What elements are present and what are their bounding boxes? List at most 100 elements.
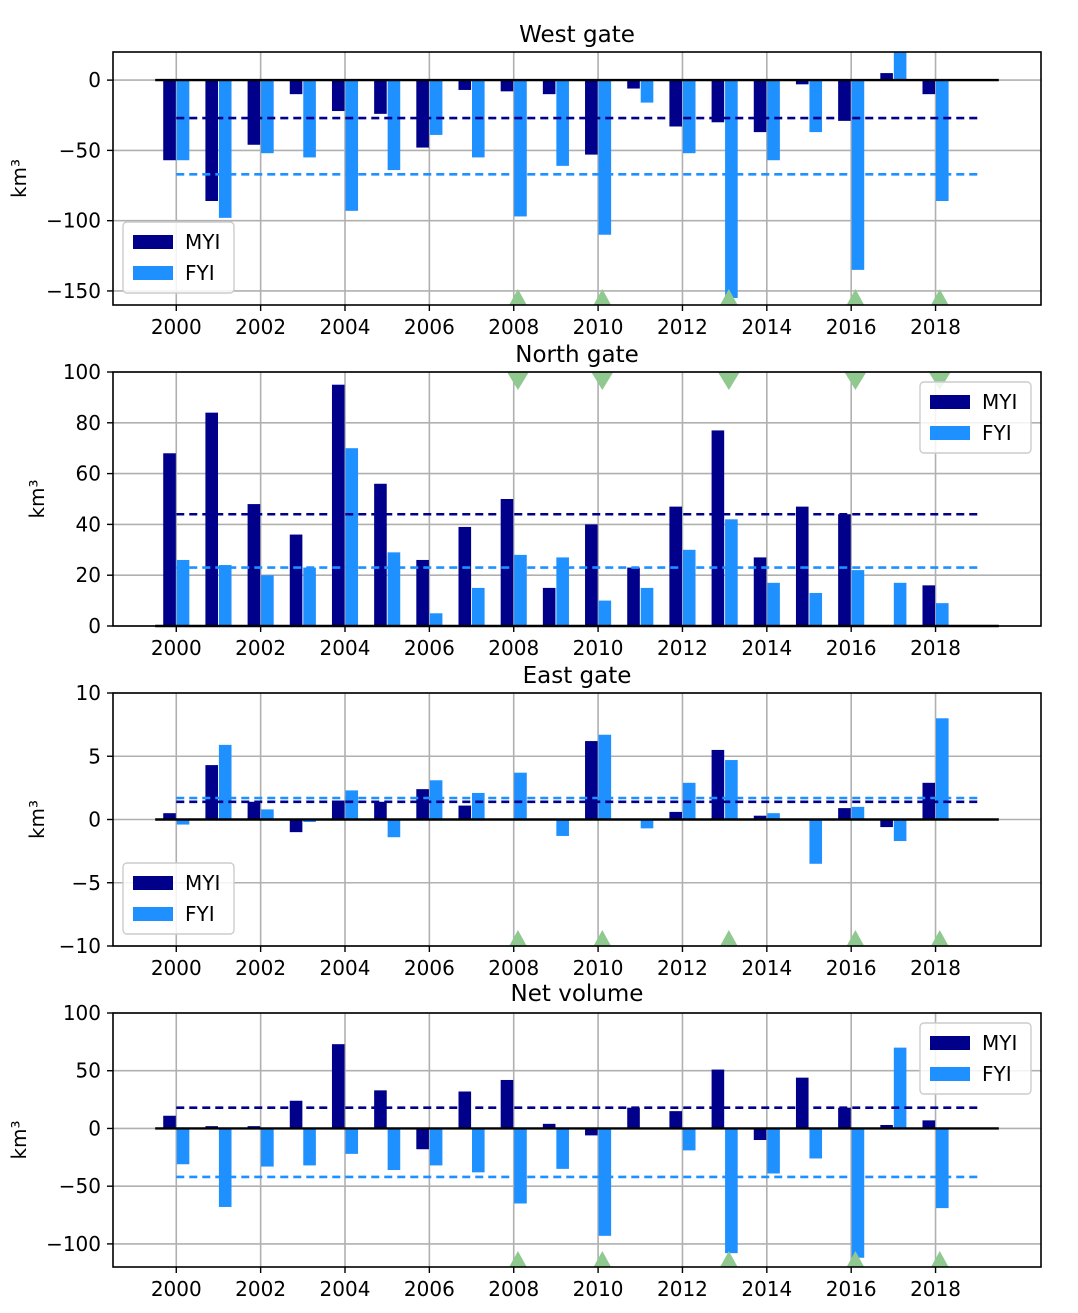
bars — [163, 384, 949, 626]
bar-fyi-2014 — [767, 582, 780, 626]
legend-label-fyi: FYI — [982, 1062, 1012, 1086]
bar-myi-2004 — [331, 80, 345, 112]
legend-label-fyi: FYI — [185, 902, 215, 926]
bar-fyi-2005 — [387, 819, 401, 838]
bar-fyi-2004 — [345, 80, 359, 211]
y-tick-label: 5 — [88, 744, 101, 768]
bar-myi-2010 — [585, 524, 598, 626]
chart-title: West gate — [519, 22, 635, 48]
bar-fyi-2004 — [345, 1128, 359, 1154]
bar-myi-2000 — [163, 813, 176, 820]
event-marker-triangle — [506, 372, 529, 390]
bar-fyi-2003 — [303, 819, 316, 823]
bar-myi-2016 — [838, 80, 851, 121]
x-tick-label: 2010 — [573, 1277, 624, 1301]
x-tick-label: 2012 — [657, 956, 708, 980]
x-tick-label: 2016 — [826, 956, 877, 980]
bar-myi-2005 — [374, 80, 387, 114]
x-tick-label: 2006 — [404, 315, 455, 339]
bar-fyi-2018 — [935, 603, 949, 626]
bars — [163, 1044, 949, 1258]
event-marker-triangle — [591, 372, 614, 390]
y-tick-label: 0 — [88, 1116, 101, 1140]
bar-myi-2013 — [711, 749, 725, 820]
bar-myi-2009 — [542, 1123, 556, 1129]
bar-myi-2004 — [331, 1044, 345, 1129]
y-axis-label: km³ — [7, 1120, 31, 1159]
y-tick-label: −50 — [59, 1174, 101, 1198]
event-marker-triangle — [928, 372, 951, 390]
bar-myi-2006 — [416, 789, 429, 820]
bar-myi-2001 — [205, 765, 219, 820]
bar-myi-2007 — [458, 1091, 472, 1129]
legend: MYI FYI — [919, 381, 1032, 454]
legend-swatch-myi — [930, 395, 970, 409]
bar-myi-2016 — [838, 808, 851, 820]
event-marker-triangle — [509, 1251, 527, 1267]
bar-myi-2018 — [922, 1120, 936, 1129]
bar-fyi-2008 — [514, 80, 527, 217]
y-tick-label: −100 — [46, 1232, 101, 1256]
y-axis-label: km³ — [25, 479, 49, 518]
bar-fyi-2005 — [387, 1128, 401, 1171]
chart-title: North gate — [515, 342, 639, 368]
bar-fyi-2007 — [471, 1128, 485, 1173]
bar-fyi-2000 — [176, 1128, 190, 1165]
event-marker-triangle — [846, 930, 865, 946]
bar-fyi-2006 — [429, 80, 443, 135]
bar-fyi-2011 — [640, 80, 654, 103]
bar-fyi-2000 — [176, 559, 190, 626]
legend-swatch-fyi — [930, 426, 970, 440]
bar-fyi-2014 — [767, 80, 780, 161]
bar-myi-2002 — [247, 801, 261, 820]
bar-fyi-2008 — [514, 1128, 527, 1204]
bar-myi-2016 — [838, 1107, 851, 1129]
bar-myi-2012 — [669, 80, 683, 127]
bar-myi-2012 — [669, 1111, 683, 1129]
bar-fyi-2015 — [809, 1128, 823, 1159]
bar-fyi-2002 — [261, 575, 274, 626]
event-marker-triangle — [930, 289, 949, 305]
event-marker-triangle — [720, 1251, 738, 1267]
bar-myi-2010 — [585, 80, 598, 155]
y-tick-label: 40 — [76, 512, 101, 536]
bar-fyi-2001 — [218, 744, 232, 820]
bars — [163, 52, 949, 298]
bar-fyi-2010 — [598, 1128, 612, 1236]
legend-swatch-fyi — [930, 1067, 970, 1081]
legend: MYI FYI — [919, 1022, 1032, 1095]
chart-panel-3: 2000 2002 2004 2006 2008 2010 2012 2014 2016 2018… — [7, 981, 1042, 1301]
x-tick-label: 2008 — [488, 1277, 539, 1301]
legend-swatch-fyi — [133, 907, 173, 921]
bar-myi-2003 — [289, 534, 303, 626]
bar-myi-2001 — [205, 412, 219, 626]
event-marker-triangle — [720, 930, 738, 946]
y-tick-label: 100 — [63, 360, 101, 384]
y-tick-label: −50 — [59, 138, 101, 162]
bar-myi-2014 — [753, 815, 767, 820]
bar-myi-2016 — [838, 514, 851, 626]
legend: MYI FYI — [122, 862, 235, 935]
bar-fyi-2015 — [809, 80, 823, 133]
chart-panel-1: 2000 2002 2004 2006 2008 2010 2012 2014 2016 2018… — [25, 342, 1042, 660]
x-tick-label: 2006 — [404, 636, 455, 660]
bar-fyi-2017 — [893, 1047, 907, 1129]
bar-fyi-2018 — [935, 1128, 949, 1209]
x-tick-label: 2008 — [488, 956, 539, 980]
y-axis-label: km³ — [25, 800, 49, 839]
x-tick-label: 2000 — [151, 315, 202, 339]
y-tick-label: 50 — [76, 1059, 101, 1083]
event-marker-triangle — [509, 930, 527, 946]
bar-myi-2007 — [458, 80, 472, 90]
bar-myi-2005 — [374, 801, 387, 820]
bar-myi-2010 — [585, 741, 598, 820]
bar-myi-2003 — [289, 80, 303, 95]
bar-fyi-2003 — [303, 1128, 316, 1166]
bar-myi-2014 — [753, 557, 767, 626]
bar-myi-2018 — [922, 585, 936, 626]
x-tick-label: 2018 — [910, 956, 961, 980]
x-tick-label: 2014 — [741, 315, 792, 339]
bar-fyi-2000 — [176, 80, 190, 161]
x-tick-label: 2000 — [151, 636, 202, 660]
event-marker-triangle — [930, 1251, 949, 1267]
